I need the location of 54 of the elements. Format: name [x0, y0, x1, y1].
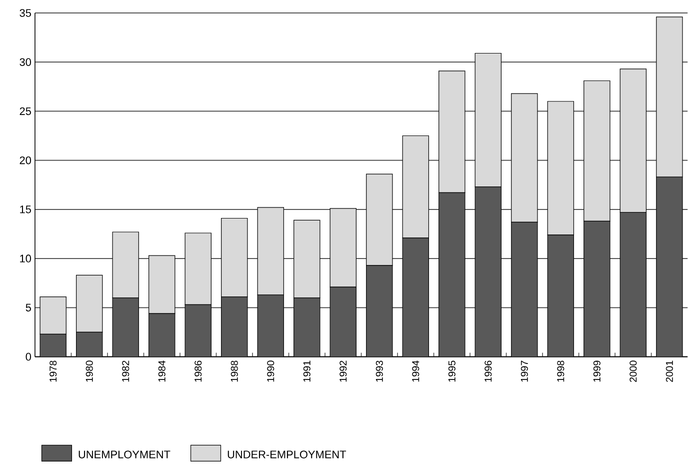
bar: [547, 234, 574, 357]
x-tick-label: 1988: [230, 360, 238, 382]
x-tick-label: 1993: [376, 360, 383, 382]
x-tick-label: 1991: [303, 360, 310, 382]
bar: [184, 232, 212, 306]
x-tick-label: 2001: [666, 360, 673, 382]
y-tick-label: 5: [26, 304, 31, 312]
bar: [257, 294, 284, 357]
x-tick-label: 1998: [557, 360, 564, 382]
x-tick-label: 1990: [267, 360, 274, 382]
x-tick-label: 1978: [50, 360, 57, 382]
x-tick-label: 1986: [194, 360, 202, 382]
y-tick-label: 10: [20, 254, 32, 263]
bar: [330, 208, 356, 288]
x-tick-label: 1980: [86, 360, 93, 382]
bar: [257, 207, 284, 296]
bar: [40, 334, 66, 357]
legend-label: UNDER-EMPLOYMENT: [228, 450, 346, 458]
bar: [330, 286, 356, 357]
bar: [511, 222, 538, 357]
x-tick-label: 1999: [593, 360, 600, 382]
x-tick-label: 1996: [484, 360, 492, 382]
y-tick-label: 20: [20, 156, 32, 164]
bar: [366, 265, 393, 357]
bar: [76, 332, 103, 357]
x-tick-label: 1982: [122, 360, 130, 382]
x-tick-label: 1995: [448, 360, 456, 382]
x-tick-label: 2000: [630, 360, 637, 382]
bar: [112, 232, 139, 298]
y-tick-label: 25: [20, 107, 31, 116]
x-tick-label: 1992: [340, 360, 347, 382]
bar: [438, 192, 466, 357]
y-tick-label: 0: [26, 353, 32, 361]
x-tick-label: 1997: [520, 360, 528, 382]
x-tick-label: 1994: [412, 360, 420, 382]
bar: [76, 275, 103, 333]
bar: [294, 220, 320, 298]
legend-label: UNEMPLOYMENT: [78, 450, 170, 458]
bar: [294, 298, 320, 357]
bar: [620, 212, 647, 357]
bar: [656, 176, 683, 357]
bar: [112, 298, 139, 357]
bar: [221, 296, 248, 357]
y-tick-label: 35: [20, 9, 31, 17]
bar: [474, 186, 502, 357]
bar: [402, 238, 429, 357]
bar: [221, 218, 248, 298]
bar: [584, 221, 610, 357]
x-tick-label: 1984: [158, 360, 166, 382]
y-tick-label: 15: [20, 206, 31, 214]
bar: [184, 304, 212, 357]
bar: [148, 313, 176, 357]
y-tick-label: 30: [20, 58, 32, 66]
bar: [148, 255, 176, 314]
